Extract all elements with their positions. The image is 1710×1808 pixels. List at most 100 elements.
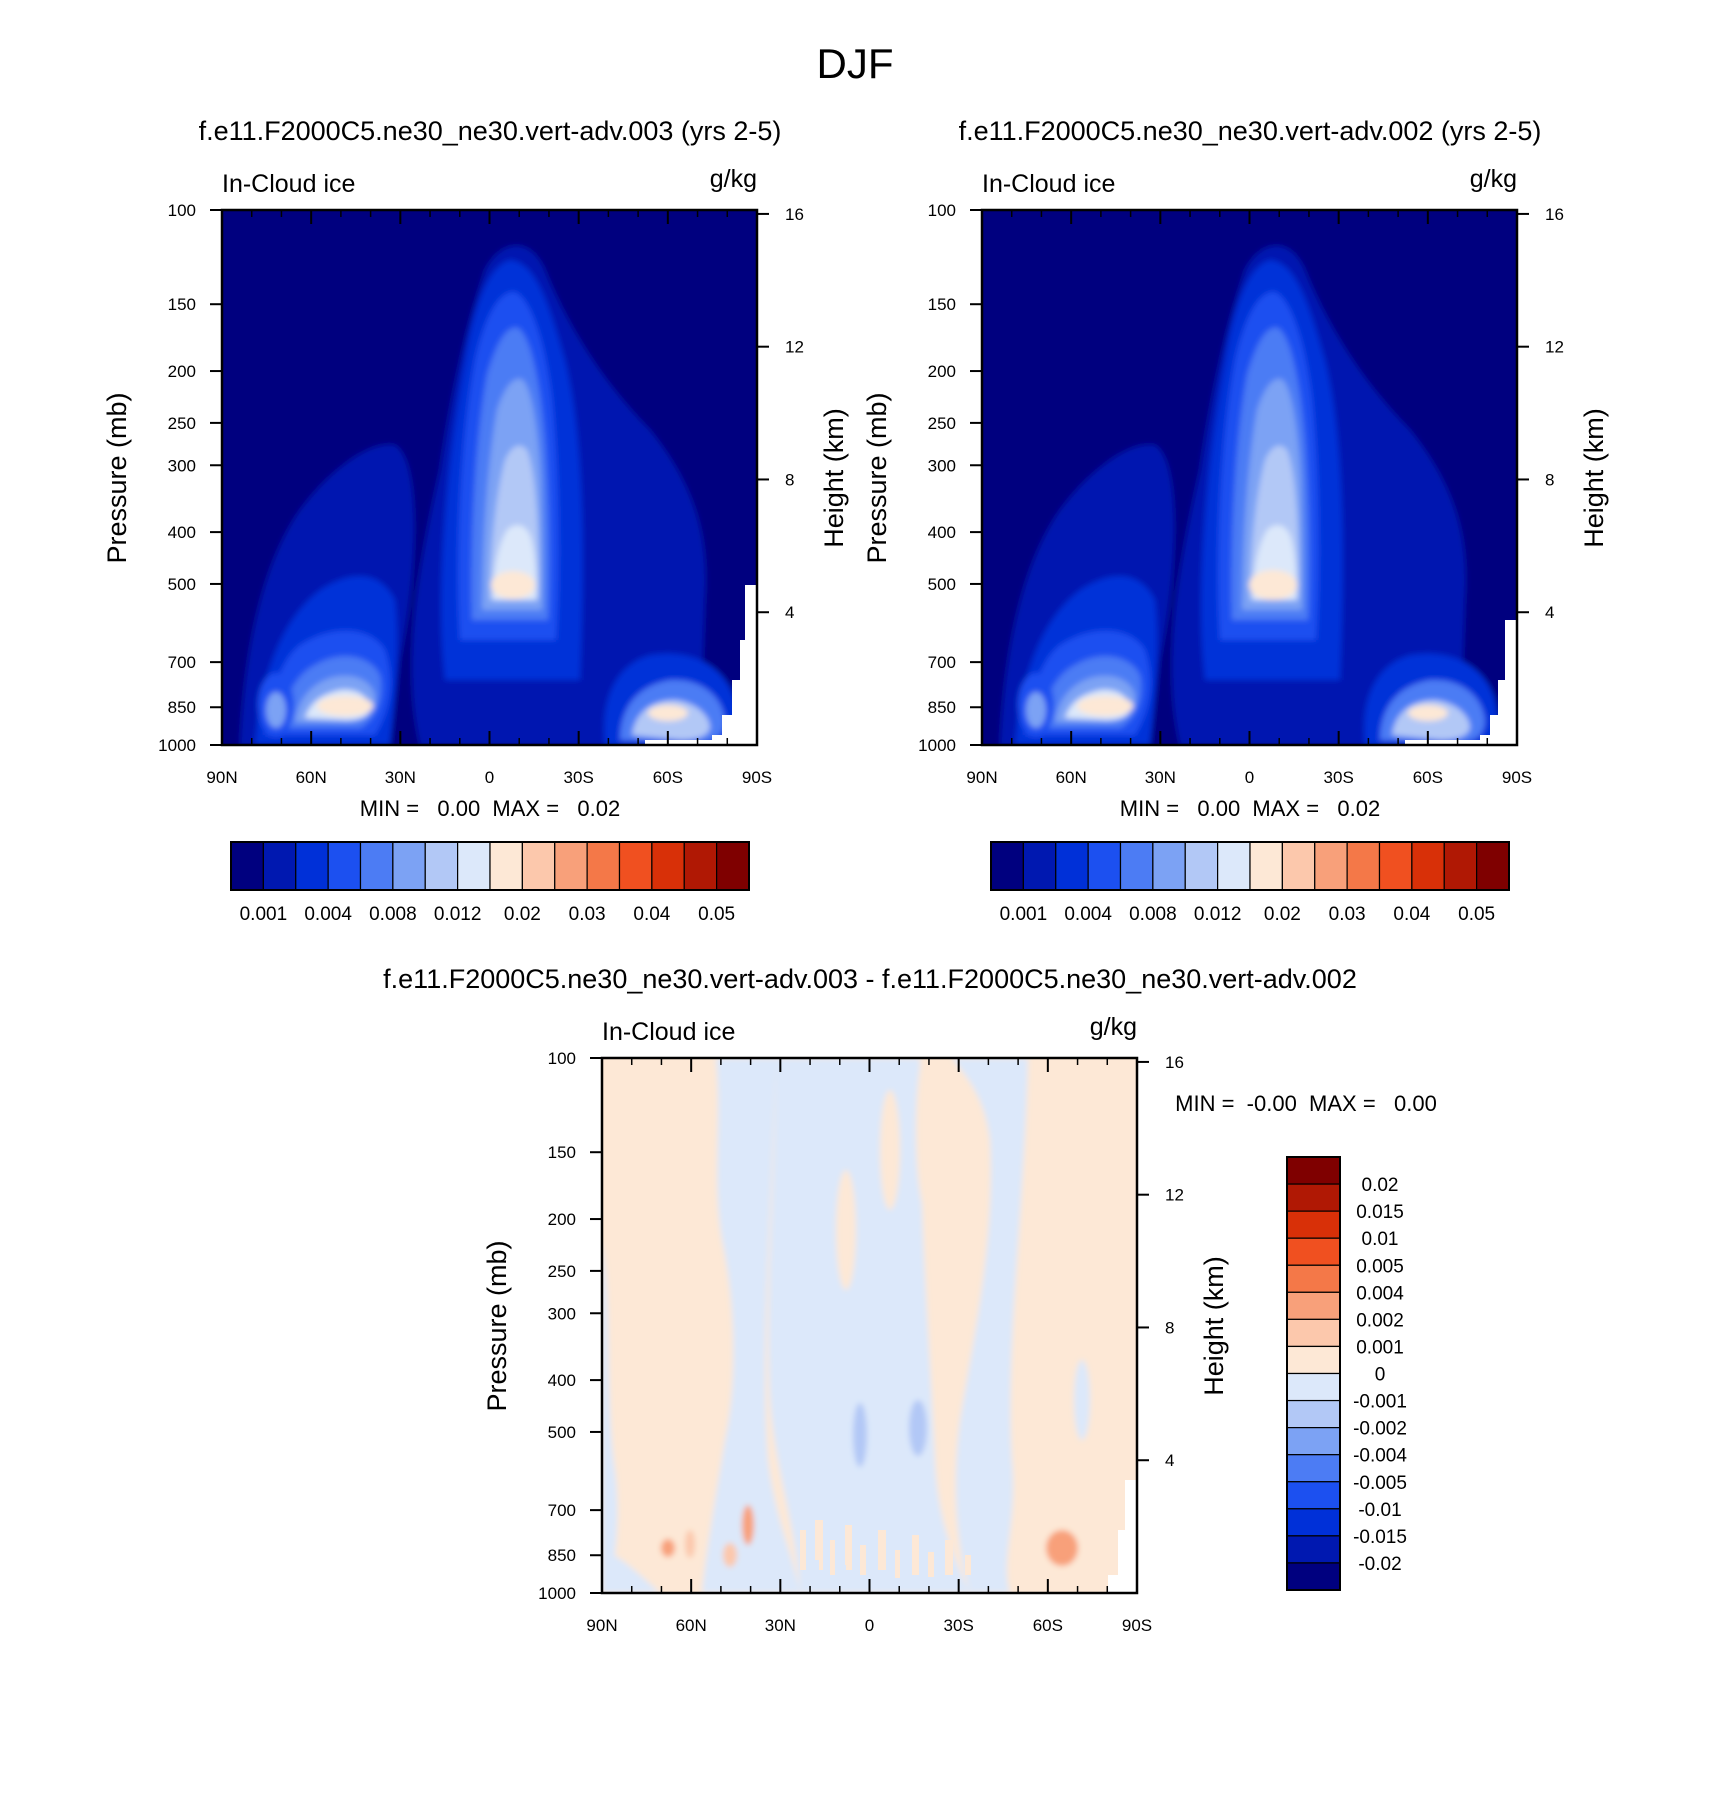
y-left-tick-label: 300 <box>928 456 956 475</box>
colorbar-box <box>1152 841 1186 891</box>
colorbar-label: 0.05 <box>1458 904 1495 925</box>
panel-left-label: In-Cloud ice <box>982 170 1115 198</box>
colorbar-label: -0.004 <box>1353 1446 1407 1467</box>
colorbar-label: -0.01 <box>1358 1500 1401 1521</box>
colorbar-box <box>1119 841 1154 891</box>
colorbar-frame <box>1286 1156 1341 1591</box>
colorbar-label: 0.004 <box>1356 1283 1404 1304</box>
colorbar-label: 0.015 <box>1356 1202 1404 1223</box>
colorbar-box <box>489 841 523 891</box>
colorbar-box <box>1286 1562 1341 1591</box>
colorbar-label: 0.004 <box>304 904 352 925</box>
y-right-tick-label: 8 <box>785 470 794 489</box>
colorbar-box <box>1055 841 1089 891</box>
colorbar-label: 0.005 <box>1356 1256 1404 1277</box>
colorbar-box <box>1286 1264 1341 1293</box>
colorbar-box <box>1249 841 1283 891</box>
contour-field <box>982 210 1517 745</box>
colorbar-box <box>990 841 1024 891</box>
x-tick-label: 30S <box>944 1616 974 1635</box>
panel-units-label: g/kg <box>710 165 757 193</box>
colorbar-box <box>1286 1481 1341 1510</box>
x-tick-label: 60S <box>653 768 683 787</box>
colorbar-box <box>1087 841 1122 891</box>
x-tick-label: 0 <box>1245 768 1254 787</box>
colorbar-box <box>554 841 588 891</box>
x-tick-label: 0 <box>485 768 494 787</box>
colorbar-box <box>683 841 718 891</box>
y-left-tick-label: 100 <box>548 1049 576 1068</box>
panel-subtitle: f.e11.F2000C5.ne30_ne30.vert-adv.002 (yr… <box>959 116 1542 146</box>
colorbar-label: 0.002 <box>1356 1310 1404 1331</box>
colorbar-box <box>1378 841 1413 891</box>
y-left-axis-label: Pressure (mb) <box>102 392 132 563</box>
colorbar-box <box>1281 841 1316 891</box>
y-left-tick-label: 1000 <box>918 736 956 755</box>
colorbar-box <box>1346 841 1381 891</box>
y-left-tick-label: 200 <box>548 1210 576 1229</box>
x-tick-label: 90N <box>586 1616 617 1635</box>
colorbar-label: 0.02 <box>504 904 541 925</box>
colorbar-label: 0.05 <box>698 904 735 925</box>
colorbar-label: 0.04 <box>633 904 670 925</box>
colorbar-label: 0.01 <box>1362 1229 1399 1250</box>
x-tick-label: 90N <box>966 768 997 787</box>
y-right-tick-label: 8 <box>1165 1318 1174 1337</box>
colorbar-box <box>457 841 491 891</box>
colorbar-label: 0.001 <box>1000 904 1048 925</box>
x-tick-label: 30S <box>564 768 594 787</box>
y-left-tick-label: 300 <box>168 456 196 475</box>
colorbar-box <box>1286 1345 1341 1375</box>
y-left-tick-label: 500 <box>548 1423 576 1442</box>
panel-left-label: In-Cloud ice <box>222 170 355 198</box>
y-left-tick-label: 500 <box>168 575 196 594</box>
colorbar-diff: 0.02 0.015 0.01 0.005 0.004 0.002 0.001 0 -0.001… <box>1286 1156 1407 1591</box>
colorbar-label: 0.04 <box>1393 904 1430 925</box>
y-right-axis-label: Height (km) <box>1579 408 1609 548</box>
y-left-tick-label: 250 <box>168 414 196 433</box>
colorbar-box <box>1286 1372 1341 1402</box>
y-right-tick-label: 12 <box>1545 338 1564 357</box>
colorbar-label: 0.001 <box>240 904 288 925</box>
colorbar-label: 0.008 <box>369 904 417 925</box>
y-left-axis-label: Pressure (mb) <box>482 1240 512 1411</box>
y-right-tick-label: 4 <box>785 603 794 622</box>
colorbar-box <box>262 841 297 891</box>
x-tick-label: 30N <box>385 768 416 787</box>
colorbar-box <box>230 841 264 891</box>
colorbar-box <box>1022 841 1057 891</box>
colorbar-box <box>1184 841 1219 891</box>
y-left-tick-label: 700 <box>548 1501 576 1520</box>
y-left-tick-label: 300 <box>548 1304 576 1323</box>
y-left-tick-label: 850 <box>928 698 956 717</box>
colorbar-box <box>1286 1156 1341 1185</box>
colorbar-box <box>651 841 685 891</box>
y-right-axis-label: Height (km) <box>819 408 849 548</box>
y-right-tick-label: 16 <box>785 205 804 224</box>
colorbar-label: 0.03 <box>569 904 606 925</box>
y-left-tick-label: 400 <box>548 1371 576 1390</box>
colorbar-label: -0.001 <box>1353 1392 1407 1413</box>
colorbar-box <box>392 841 426 891</box>
colorbar-box <box>618 841 653 891</box>
colorbar-box <box>1286 1399 1341 1429</box>
colorbar-label: 0.012 <box>1194 904 1242 925</box>
y-left-tick-label: 500 <box>928 575 956 594</box>
panel-case: f.e11.F2000C5.ne30_ne30.vert-adv.003 (yr… <box>102 116 849 821</box>
colorbar-label: -0.005 <box>1353 1473 1407 1494</box>
colorbar-box <box>1411 841 1445 891</box>
axes: 90N 60N 30N 0 30S 60S 90S 100 150 200 250 300 400 500… <box>538 1049 1184 1635</box>
colorbar-label: 0.004 <box>1064 904 1112 925</box>
x-tick-label: 90N <box>206 768 237 787</box>
colorbar-box <box>1286 1535 1341 1564</box>
y-left-tick-label: 150 <box>548 1143 576 1162</box>
figure-title: DJF <box>817 40 894 87</box>
colorbar-box <box>1286 1508 1341 1537</box>
contour-field <box>602 1058 1137 1593</box>
y-right-tick-label: 12 <box>785 338 804 357</box>
x-tick-label: 60S <box>1033 1616 1063 1635</box>
y-right-tick-label: 16 <box>1165 1053 1184 1072</box>
colorbar-label: -0.002 <box>1353 1419 1407 1440</box>
panel-diff: f.e11.F2000C5.ne30_ne30.vert-adv.003 - f… <box>383 964 1437 1635</box>
